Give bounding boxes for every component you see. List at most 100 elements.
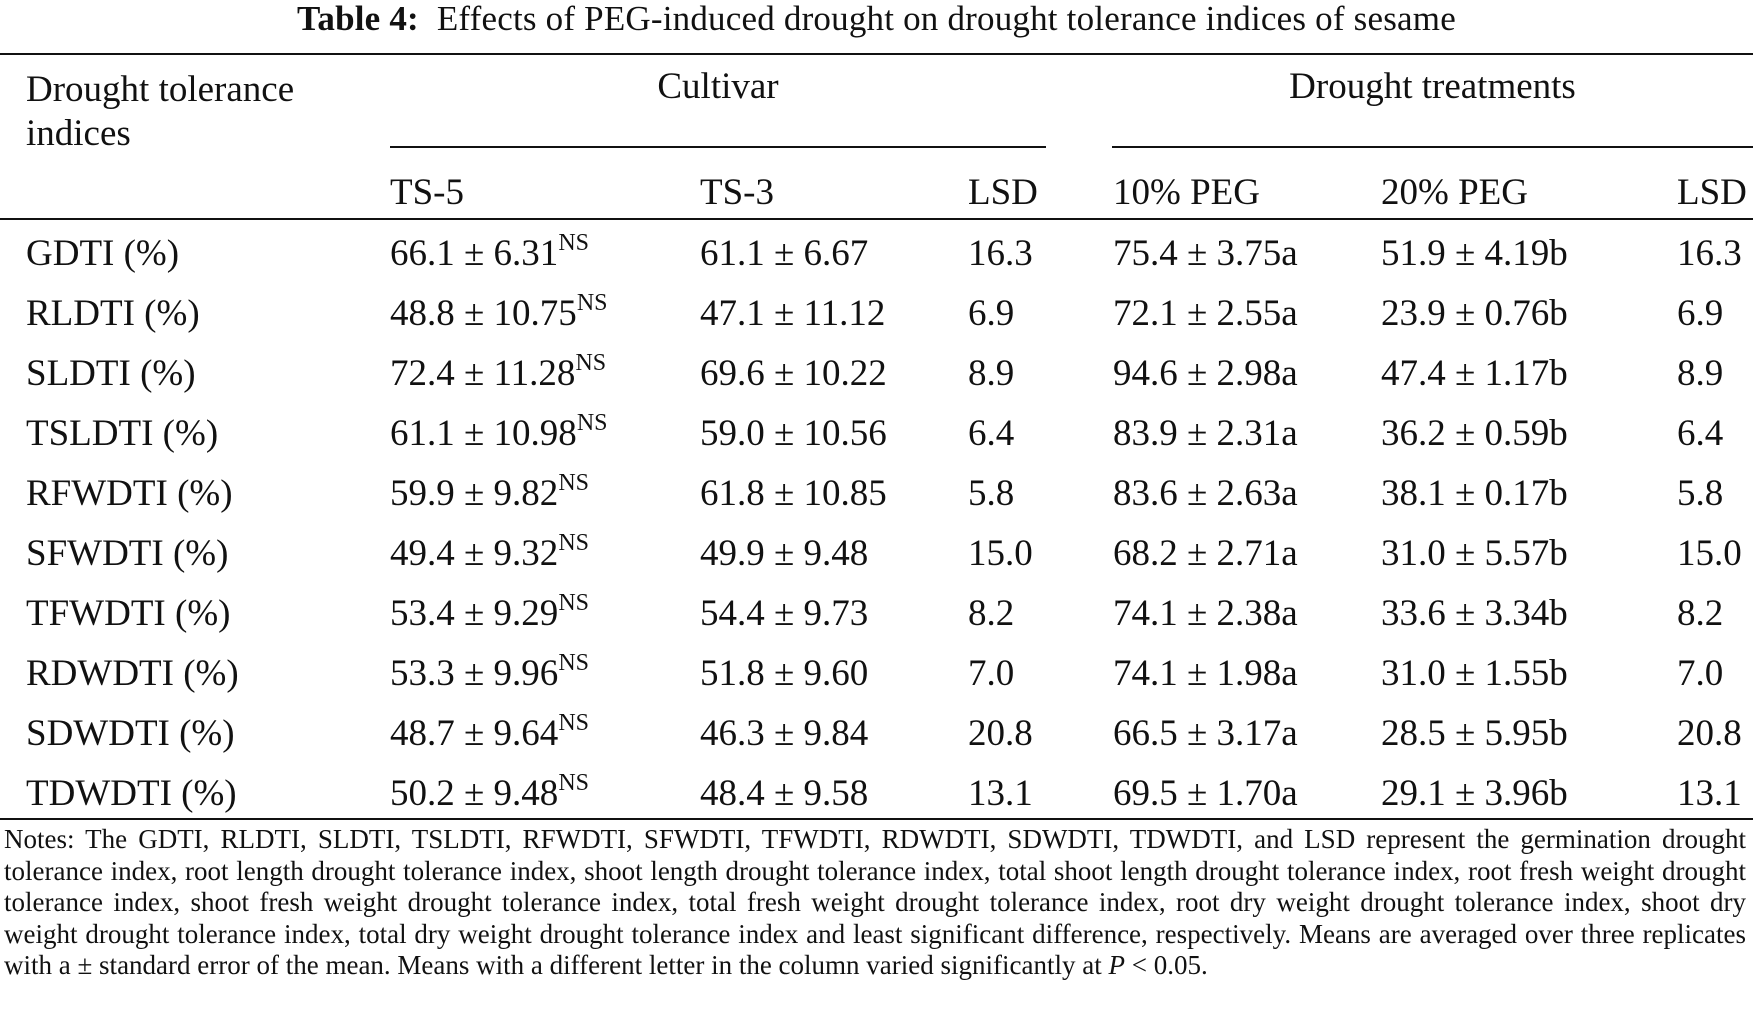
ns-superscript: NS <box>558 469 589 496</box>
cell-ts5: 48.8 ± 10.75NS <box>390 289 608 335</box>
cell-ts5: 53.3 ± 9.96NS <box>390 649 589 695</box>
cell-ts3-value: 69.6 ± 10.22 <box>700 353 887 394</box>
notes-text: Notes: The GDTI, RLDTI, SLDTI, TSLDTI, R… <box>4 824 1746 981</box>
cell-ts3-value: 47.1 ± 11.12 <box>700 293 886 334</box>
ns-superscript: NS <box>558 229 589 256</box>
notes-p-value: < 0.05. <box>1124 950 1208 981</box>
cell-peg10: 66.5 ± 3.17a <box>1113 713 1298 755</box>
cell-ts5-value: 72.4 ± 11.28 <box>390 353 576 394</box>
cell-ts3-value: 49.9 ± 9.48 <box>700 533 869 574</box>
cell-lsd-cultivar-value: 15.0 <box>968 533 1033 574</box>
cell-ts3-value: 61.1 ± 6.67 <box>700 233 869 274</box>
cell-peg20-value: 29.1 ± 3.96b <box>1381 773 1568 814</box>
cell-lsd-cultivar-value: 8.2 <box>968 593 1015 634</box>
cell-peg10: 94.6 ± 2.98a <box>1113 353 1298 395</box>
cell-peg10: 72.1 ± 2.55a <box>1113 293 1298 335</box>
cell-ts3-value: 61.8 ± 10.85 <box>700 473 887 514</box>
cell-lsd-cultivar-value: 6.9 <box>968 293 1015 334</box>
cell-peg10-value: 69.5 ± 1.70a <box>1113 773 1298 814</box>
cell-lsd-treatment: 8.2 <box>1677 593 1723 635</box>
cell-lsd-treatment-value: 8.9 <box>1677 353 1724 394</box>
row-index-label-value: SLDTI (%) <box>26 353 196 394</box>
cell-lsd-cultivar-value: 6.4 <box>968 413 1015 454</box>
cell-lsd-cultivar: 5.8 <box>968 473 1014 515</box>
cell-ts5-value: 59.9 ± 9.82 <box>390 473 559 514</box>
row-index-label: SFWDTI (%) <box>26 533 228 575</box>
row-index-label-value: RFWDTI (%) <box>26 473 233 514</box>
row-index-label: TDWDTI (%) <box>26 773 237 815</box>
treatment-spanner-rule <box>1112 146 1753 148</box>
cell-ts5: 66.1 ± 6.31NS <box>390 229 589 275</box>
ns-superscript: NS <box>576 409 608 436</box>
cell-ts5: 61.1 ± 10.98NS <box>390 409 608 455</box>
ns-superscript: NS <box>558 649 589 676</box>
cell-ts3-value: 48.4 ± 9.58 <box>700 773 869 814</box>
cell-lsd-treatment: 16.3 <box>1677 233 1742 275</box>
cell-lsd-cultivar: 8.9 <box>968 353 1014 395</box>
ns-superscript: NS <box>575 349 607 376</box>
cell-lsd-cultivar: 16.3 <box>968 233 1033 275</box>
cell-ts5: 48.7 ± 9.64NS <box>390 711 589 755</box>
row-index-label: RLDTI (%) <box>26 293 200 335</box>
cell-peg10-value: 66.5 ± 3.17a <box>1113 713 1298 754</box>
row-index-label: TSLDTI (%) <box>26 413 218 455</box>
cell-ts3: 48.4 ± 9.58 <box>700 773 868 815</box>
cell-ts3: 47.1 ± 11.12 <box>700 293 885 335</box>
top-rule <box>0 53 1753 55</box>
cell-lsd-cultivar-value: 7.0 <box>968 653 1015 694</box>
cell-lsd-treatment: 6.4 <box>1677 413 1723 455</box>
cell-ts3: 69.6 ± 10.22 <box>700 353 887 395</box>
row-index-label: GDTI (%) <box>26 233 179 275</box>
cell-ts3: 49.9 ± 9.48 <box>700 533 868 575</box>
header-ts3: TS-3 <box>700 172 774 213</box>
cell-ts5-value: 49.4 ± 9.32 <box>390 533 559 574</box>
cell-peg10-value: 83.6 ± 2.63a <box>1113 473 1298 514</box>
row-index-label: TFWDTI (%) <box>26 593 230 635</box>
cell-peg10-value: 74.1 ± 2.38a <box>1113 593 1298 634</box>
cell-ts5: 72.4 ± 11.28NS <box>390 349 607 395</box>
cell-peg20-value: 51.9 ± 4.19b <box>1381 233 1568 274</box>
cell-lsd-treatment: 20.8 <box>1677 713 1742 755</box>
bottom-rule <box>0 818 1753 820</box>
cell-peg20: 29.1 ± 3.96b <box>1381 773 1568 815</box>
cell-peg10-value: 72.1 ± 2.55a <box>1113 293 1298 334</box>
cell-ts5: 59.9 ± 9.82NS <box>390 469 589 515</box>
cell-ts5-value: 66.1 ± 6.31 <box>390 233 559 274</box>
cell-peg10: 83.9 ± 2.31a <box>1113 413 1298 455</box>
cell-peg20-value: 36.2 ± 0.59b <box>1381 413 1568 454</box>
cell-peg20: 28.5 ± 5.95b <box>1381 713 1568 755</box>
cell-peg20: 36.2 ± 0.59b <box>1381 413 1568 455</box>
cell-peg20: 33.6 ± 3.34b <box>1381 593 1568 635</box>
cell-ts5-value: 50.2 ± 9.48 <box>390 773 559 814</box>
ns-superscript: NS <box>558 769 589 796</box>
ns-superscript: NS <box>558 529 589 556</box>
table-notes: Notes: The GDTI, RLDTI, SLDTI, TSLDTI, R… <box>4 824 1746 982</box>
cell-ts3: 54.4 ± 9.73 <box>700 593 868 635</box>
cell-peg10-value: 74.1 ± 1.98a <box>1113 653 1298 694</box>
cell-ts5-value: 48.7 ± 9.64 <box>390 713 559 754</box>
header-index-col: Drought tolerance indices <box>26 69 295 154</box>
cell-lsd-treatment: 5.8 <box>1677 473 1723 515</box>
cell-ts3: 51.8 ± 9.60 <box>700 653 868 695</box>
cell-lsd-treatment-value: 13.1 <box>1677 773 1742 814</box>
ns-superscript: NS <box>576 289 608 316</box>
table-title: Table 4: Effects of PEG-induced drought … <box>0 0 1753 38</box>
cell-lsd-treatment-value: 16.3 <box>1677 233 1742 274</box>
cell-peg20-value: 28.5 ± 5.95b <box>1381 713 1568 754</box>
header-ts5: TS-5 <box>390 172 464 213</box>
cell-lsd-cultivar: 15.0 <box>968 533 1033 575</box>
table-title-text: Effects of PEG-induced drought on drough… <box>436 0 1456 38</box>
cell-peg10: 74.1 ± 2.38a <box>1113 593 1298 635</box>
cell-lsd-treatment-value: 5.8 <box>1677 473 1724 514</box>
cell-peg20-value: 23.9 ± 0.76b <box>1381 293 1568 334</box>
cell-peg20: 38.1 ± 0.17b <box>1381 473 1568 515</box>
cell-lsd-cultivar-value: 13.1 <box>968 773 1033 814</box>
cell-peg20-value: 47.4 ± 1.17b <box>1381 353 1568 394</box>
cell-lsd-treatment-value: 8.2 <box>1677 593 1724 634</box>
header-bottom-rule <box>0 218 1753 220</box>
row-index-label-value: GDTI (%) <box>26 233 180 274</box>
cell-peg10: 69.5 ± 1.70a <box>1113 773 1298 815</box>
cell-peg10-value: 68.2 ± 2.71a <box>1113 533 1298 574</box>
cell-lsd-treatment: 15.0 <box>1677 533 1742 575</box>
header-lsd-cultivar: LSD <box>968 172 1038 213</box>
